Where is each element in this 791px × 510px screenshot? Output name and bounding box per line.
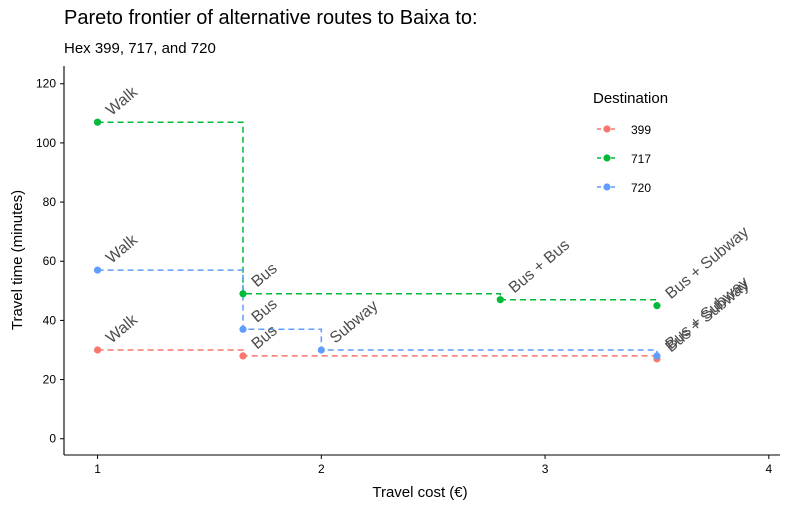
point-label: Subway [327, 297, 382, 347]
point-label: Bus [249, 260, 281, 291]
legend-swatch-point-720 [603, 183, 611, 191]
y-ticks: 0 20 40 60 80 100 120 [36, 77, 64, 446]
legend-label: 720 [631, 181, 651, 195]
data-point-717 [239, 290, 247, 298]
axes: 0 20 40 60 80 100 120 1 2 3 4 [36, 66, 780, 476]
legend-label: 399 [631, 123, 651, 137]
x-tick-label: 2 [318, 462, 325, 476]
x-tick-label: 3 [542, 462, 549, 476]
y-tick-label: 40 [43, 313, 57, 327]
data-point-720 [239, 325, 247, 333]
y-tick-label: 80 [43, 195, 57, 209]
data-point-717 [496, 296, 504, 304]
point-label: Walk [103, 311, 141, 347]
y-tick-label: 0 [49, 432, 56, 446]
data-point-717 [653, 302, 661, 310]
point-label: Bus + Bus [506, 237, 573, 297]
chart-subtitle: Hex 399, 717, and 720 [64, 40, 216, 57]
data-point-720 [653, 352, 661, 360]
legend: Destination 399 717 720 [593, 90, 668, 195]
data-point-717 [93, 118, 102, 126]
y-tick-label: 100 [36, 136, 56, 150]
legend-title: Destination [593, 90, 668, 107]
chart-title: Pareto frontier of alternative routes to… [64, 7, 478, 29]
y-tick-label: 60 [43, 254, 57, 268]
legend-swatch-point-399 [603, 125, 611, 133]
point-label: Bus [249, 322, 281, 353]
data-point-720 [93, 266, 102, 274]
series-line-720 [97, 269, 658, 356]
x-tick-label: 1 [94, 462, 101, 476]
y-tick-label: 20 [43, 373, 57, 387]
data-point-399 [239, 352, 247, 360]
legend-items: 399 717 720 [597, 123, 651, 195]
point-label: Walk [103, 231, 141, 267]
data-point-720 [317, 346, 325, 354]
data-point-399 [93, 346, 102, 354]
x-axis-title: Travel cost (€) [372, 484, 467, 501]
legend-swatch-point-717 [603, 154, 611, 162]
y-axis-title: Travel time (minutes) [9, 190, 26, 330]
x-ticks: 1 2 3 4 [94, 455, 772, 476]
point-label: Bus [249, 296, 281, 327]
series-line-399 [97, 349, 658, 359]
series-line-717 [97, 121, 658, 306]
y-tick-label: 120 [36, 77, 56, 91]
x-tick-label: 4 [765, 462, 772, 476]
legend-label: 717 [631, 152, 651, 166]
point-label: Walk [103, 83, 141, 119]
